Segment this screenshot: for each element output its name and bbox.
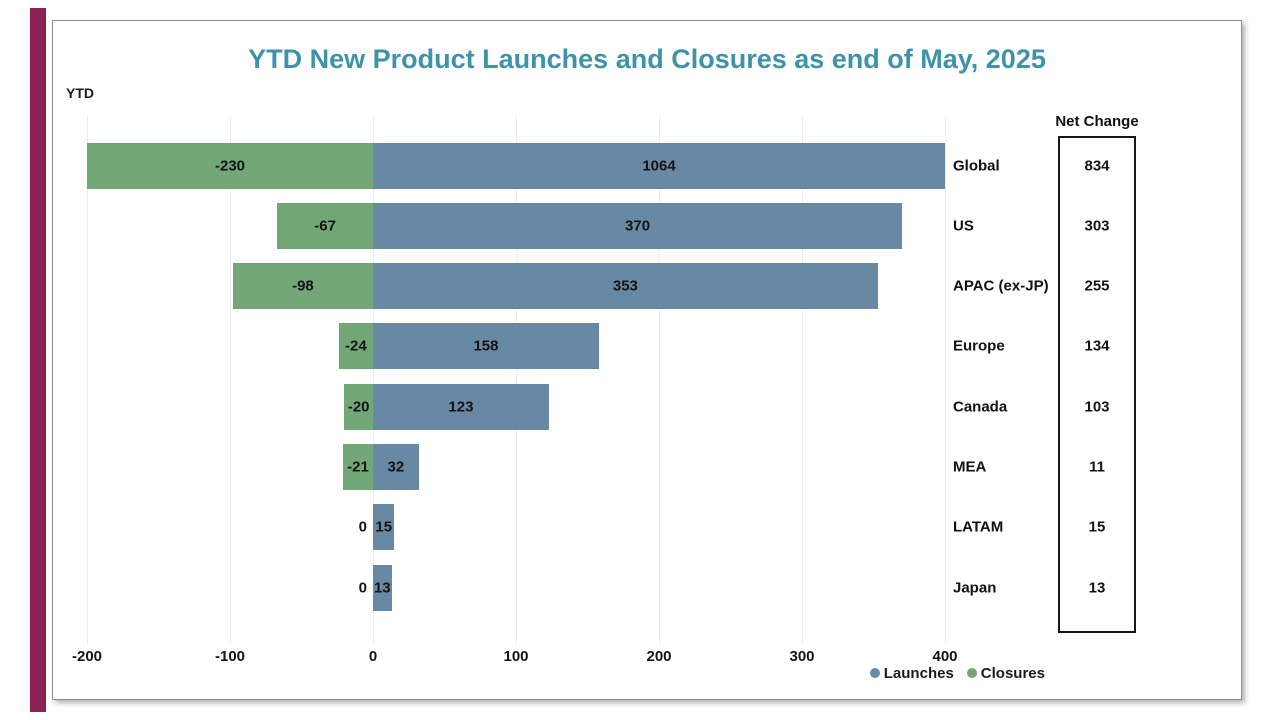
launches-bar [373,564,392,611]
closures-bar [87,142,373,189]
category-labels: Global US APAC (ex-JP) Europe Canada MEA LATAM… [953,116,1063,644]
launches-value-label: 158 [473,337,499,355]
net-change-value: 15 [1088,518,1106,536]
gridline [372,116,374,644]
legend-item-closures: Closures [966,664,1045,682]
closures-value-label: -230 [214,157,246,174]
net-change-header: Net Change [1055,113,1139,130]
launches-bar [373,383,549,430]
x-tick-label: 0 [368,648,378,665]
net-change-value: 13 [1088,579,1106,597]
axis-title-ytd: YTD [66,85,94,101]
category-label: APAC (ex-JP) [953,277,1049,295]
gridline [944,116,946,644]
net-change-value: 103 [1084,398,1110,416]
launches-bar [373,444,419,490]
closures-value-label: -67 [314,217,336,235]
x-tick-label: 200 [646,648,672,665]
closures-value-label: -21 [347,458,369,476]
closures-bar [342,444,373,490]
chart-legend: Launches Closures [869,664,1045,682]
net-change-value: 255 [1084,277,1110,295]
closures-bar [232,263,373,310]
category-label: US [953,217,974,235]
x-tick-label: 300 [789,648,815,665]
launches-value-label: 32 [387,458,405,476]
launches-legend-label: Launches [883,664,954,682]
closures-value-label: 0 [358,518,367,536]
gridline [801,116,803,644]
closures-value-label: 0 [358,579,367,597]
net-change-values: 834 303 255 134 103 11 15 13 [1058,116,1136,644]
launches-value-label: 13 [373,579,391,597]
gridline [658,116,660,644]
closures-value-label: -98 [292,277,314,295]
category-label: Canada [953,398,1008,416]
closures-legend-marker-icon [966,668,977,678]
launches-bar [373,323,599,370]
net-change-value: 134 [1084,337,1110,355]
closures-bar [338,323,373,370]
accent-stripe [30,8,46,712]
launches-bar [373,202,903,249]
x-tick-label: -200 [71,648,103,665]
launches-bar [373,504,395,551]
category-label: Global [953,157,1000,174]
x-tick-label: 100 [503,648,529,665]
category-label: MEA [953,458,987,476]
net-change-value: 303 [1084,217,1110,235]
net-change-box [1058,136,1136,633]
closures-bar [344,383,373,430]
gridline [229,116,231,644]
category-label: Japan [953,579,997,597]
launches-value-label: 15 [375,518,393,536]
closures-value-label: -24 [344,337,367,355]
launches-bar [373,142,945,189]
x-tick-label: 400 [932,648,958,665]
launches-value-label: 123 [448,398,474,416]
launches-value-label: 1064 [642,157,676,174]
chart-title: YTD New Product Launches and Closures as… [248,44,1046,74]
launches-bar [373,263,878,310]
gridline [515,116,517,644]
gridline [86,116,88,644]
category-label: LATAM [953,518,1004,536]
closures-value-label: -20 [347,398,370,416]
net-change-value: 834 [1084,157,1110,174]
chart-panel: YTD New Product Launches and Closures as… [52,20,1242,700]
launches-value-label: 370 [625,217,651,235]
closures-legend-label: Closures [980,664,1045,682]
x-tick-label: -100 [214,648,246,665]
plot-area: -200 -100 0 100 200 300 400 -230 1064 -67 370 -98 35… [67,116,1047,664]
category-label: Europe [953,337,1005,355]
launches-value-label: 353 [612,277,638,295]
legend-item-launches: Launches [869,664,954,682]
closures-bar [277,202,373,249]
net-change-value: 11 [1089,458,1105,476]
launches-legend-marker-icon [869,668,880,678]
